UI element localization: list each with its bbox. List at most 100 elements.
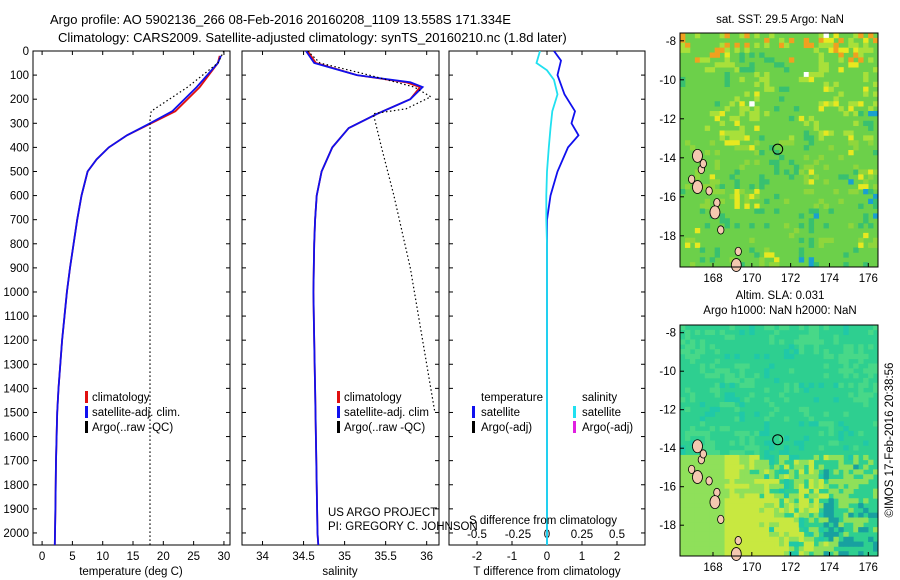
map-cell	[853, 445, 859, 451]
map-cell	[783, 507, 790, 514]
depth-tick-label: 900	[10, 263, 29, 275]
map-cell	[734, 493, 740, 499]
map-cell	[714, 459, 720, 465]
map-cell	[808, 140, 815, 146]
map-cell	[764, 464, 770, 470]
map-cell	[808, 164, 815, 170]
map-cell	[798, 503, 805, 509]
map-cell	[783, 522, 790, 528]
map-cell	[853, 120, 859, 127]
map-cell	[853, 527, 859, 533]
map-cell	[779, 546, 785, 552]
map-cell	[823, 411, 829, 417]
map-cell	[754, 536, 760, 542]
island	[699, 449, 707, 459]
depth-tick-label: 1900	[3, 504, 29, 516]
map-x-tick-label: 168	[703, 273, 722, 285]
map-cell	[863, 397, 869, 403]
map-cell	[704, 503, 711, 509]
legend-swatch-climatology	[85, 391, 88, 403]
map-cell	[694, 454, 701, 461]
map-cell	[714, 454, 720, 461]
map-cell	[714, 52, 720, 58]
map-cell	[764, 479, 770, 485]
map-cell	[833, 531, 839, 538]
map-cell	[769, 541, 775, 547]
map-cell	[709, 440, 716, 446]
map-cell	[783, 454, 790, 461]
map-cell	[709, 184, 716, 190]
map-cell	[684, 474, 691, 480]
map-cell	[709, 329, 716, 336]
map-cell	[739, 546, 745, 552]
map-cell	[808, 507, 815, 514]
map-cell	[764, 430, 770, 437]
map-cell	[838, 154, 844, 161]
map-cell	[754, 483, 760, 490]
map-cell	[734, 363, 740, 369]
map-cell	[873, 493, 879, 499]
map-cell	[764, 450, 770, 456]
map-cell	[803, 527, 810, 533]
map-cell	[749, 522, 755, 528]
map-cell	[818, 464, 824, 470]
map-cell	[724, 402, 730, 408]
map-cell	[764, 223, 770, 229]
map-cell	[684, 459, 691, 465]
island	[692, 439, 703, 454]
map-cell	[853, 479, 859, 485]
map-cell	[843, 411, 849, 417]
map-cell	[769, 440, 775, 446]
map-cell	[729, 503, 735, 509]
map-cell	[699, 483, 706, 490]
map-cell	[699, 512, 706, 518]
map-cell	[709, 531, 716, 538]
map-cell	[699, 402, 706, 408]
map-cell	[788, 232, 795, 239]
map-cell	[749, 435, 755, 441]
map-cell	[739, 551, 745, 557]
map-cell	[793, 454, 800, 461]
map-y-tick-label: -16	[659, 192, 676, 204]
x-tick-label: 35.5	[374, 551, 396, 563]
map-cell	[734, 488, 740, 494]
depth-axis: 0 100 200 300 400 500 600 700 800 900 1000 1100 1200…	[3, 46, 645, 540]
map-cell	[863, 86, 869, 92]
map-cell	[774, 150, 780, 156]
map-cell	[868, 373, 874, 379]
map-cell	[759, 522, 765, 528]
map-cell	[764, 111, 770, 117]
map-cell	[704, 488, 711, 494]
map-cell	[868, 198, 874, 205]
map-cell	[779, 551, 785, 557]
map-cell	[779, 517, 785, 523]
map-cell	[704, 517, 711, 523]
map-cell	[764, 198, 770, 205]
map-cell	[694, 517, 701, 523]
legend-swatch-T-satellite	[472, 406, 475, 418]
s-tick-label: -0.5	[467, 529, 487, 541]
map-cell	[803, 435, 810, 441]
map-cell	[823, 353, 829, 360]
map-cell	[858, 512, 864, 518]
map-cell	[724, 493, 730, 499]
map-cell	[783, 416, 790, 422]
map-x-tick-label: 176	[859, 562, 878, 574]
map-cell	[873, 421, 879, 427]
map-cell	[754, 527, 760, 533]
map-cell	[873, 169, 879, 175]
map-cell	[684, 42, 691, 49]
depth-tick-label: 800	[10, 239, 29, 251]
map-cell	[764, 488, 770, 494]
map-cell	[689, 527, 696, 533]
map-cell	[858, 169, 864, 175]
map-cell	[694, 493, 701, 499]
map-cell	[739, 189, 745, 195]
map-cell	[704, 507, 711, 514]
map-cell	[739, 373, 745, 379]
map-cell	[714, 62, 720, 68]
map-cell	[853, 522, 859, 528]
map-cell	[803, 488, 810, 494]
map-cell	[704, 512, 711, 518]
map-cell	[843, 344, 849, 350]
